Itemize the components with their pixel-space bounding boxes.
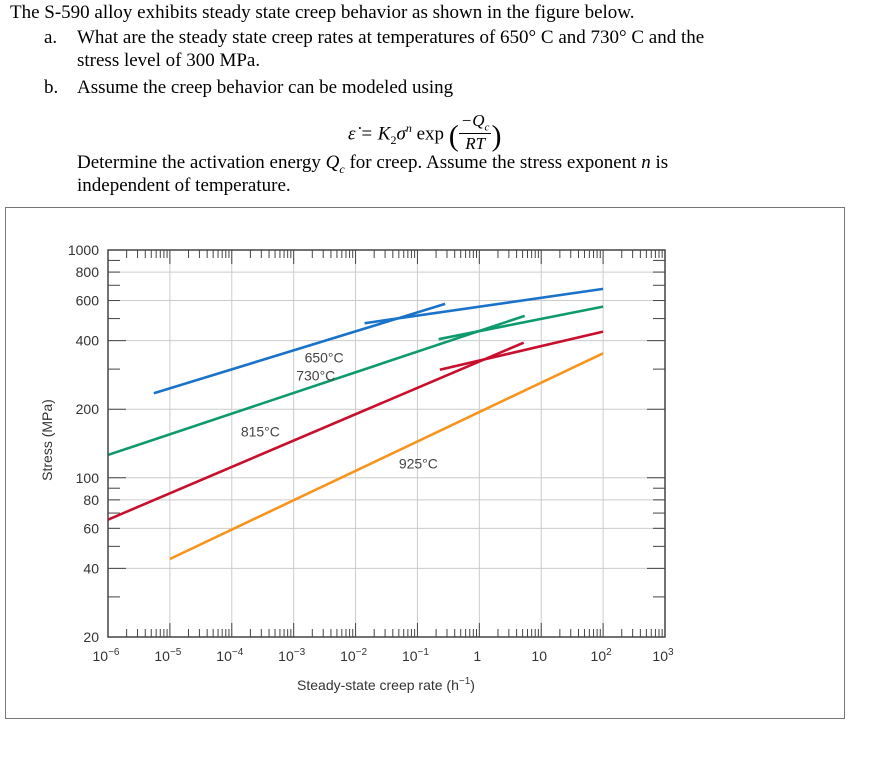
eq-den: RT <box>465 134 486 154</box>
y-tick-label: 100 <box>76 470 100 486</box>
series-line-730c <box>438 305 604 341</box>
y-tick-label: 1000 <box>68 242 99 258</box>
x-tick-label: 102 <box>591 647 613 664</box>
series-label: 925°C <box>399 455 438 471</box>
series-line-730c <box>107 314 526 457</box>
tick-labels: 10−6 10−5 10−4 10−3 10−2 10−1 1 10 102 103 1000 800… <box>68 242 674 664</box>
part-b-line1: Assume the creep behavior can be modeled… <box>77 77 454 98</box>
x-tick-label: 1 <box>473 648 481 664</box>
x-tick-label: 10−1 <box>402 647 429 664</box>
series-line-815c <box>107 341 525 521</box>
x-axis-label: Steady-state creep rate (h−1) <box>297 676 475 693</box>
n-symbol: n <box>641 152 651 173</box>
x-tick-label: 103 <box>652 647 674 664</box>
eq-num: −Q <box>460 111 485 130</box>
x-tick-label: 10−2 <box>340 647 367 664</box>
part-b-line2: Determine the activation energy Qc for c… <box>77 152 668 177</box>
series-line-815c <box>439 330 604 372</box>
plot-area-border <box>107 249 666 638</box>
series-line-925c <box>169 352 604 561</box>
eq-sigma: σ <box>396 123 406 145</box>
qc-sub: c <box>339 161 345 176</box>
eq-sub: 2 <box>390 133 397 148</box>
y-tick-label: 80 <box>83 492 99 508</box>
text: is <box>650 152 669 173</box>
x-tick-label: 10−6 <box>93 647 120 664</box>
series-label: 730°C <box>296 367 335 383</box>
y-tick-label: 20 <box>83 629 99 645</box>
y-tick-label: 400 <box>76 333 100 349</box>
creep-equation: ε̇ = K2σn exp ( −Qc RT ) <box>348 111 502 154</box>
eq-lhs: ε̇ = K <box>348 123 391 145</box>
grid <box>107 250 666 637</box>
series-line-650c <box>364 287 604 325</box>
question-text: The S-590 alloy exhibits steady state cr… <box>0 0 881 205</box>
eq-exp: exp <box>416 123 445 145</box>
part-b-line3: independent of temperature. <box>77 175 291 196</box>
y-tick-label: 800 <box>76 264 100 280</box>
part-a-line1: What are the steady state creep rates at… <box>77 27 705 48</box>
series-label: 650°C <box>305 350 344 366</box>
intro-text: The S-590 alloy exhibits steady state cr… <box>10 2 635 23</box>
y-tick-label: 600 <box>76 293 100 309</box>
x-tick-label: 10−3 <box>278 647 305 664</box>
y-axis-label: Stress (MPa) <box>39 399 55 481</box>
figure-frame <box>5 207 845 719</box>
text: for creep. Assume the stress exponent <box>344 152 642 173</box>
eq-n: n <box>405 121 412 136</box>
series-label: 815°C <box>241 423 280 439</box>
x-tick-label: 10−4 <box>216 647 243 664</box>
part-a-line2: stress level of 300 MPa. <box>77 50 261 71</box>
part-a-marker: a. <box>44 27 58 48</box>
y-tick-label: 40 <box>83 560 99 576</box>
text: Determine the activation energy <box>77 152 326 173</box>
part-b-marker: b. <box>44 77 59 98</box>
qc-symbol: Q <box>325 152 340 173</box>
y-tick-label: 200 <box>76 401 100 417</box>
series-lines <box>107 287 604 561</box>
eq-num-sub: c <box>484 121 490 134</box>
x-tick-label: 10 <box>531 648 547 664</box>
x-tick-label: 10−5 <box>154 647 181 664</box>
axis-ticks <box>107 250 666 637</box>
y-tick-label: 60 <box>83 520 99 536</box>
